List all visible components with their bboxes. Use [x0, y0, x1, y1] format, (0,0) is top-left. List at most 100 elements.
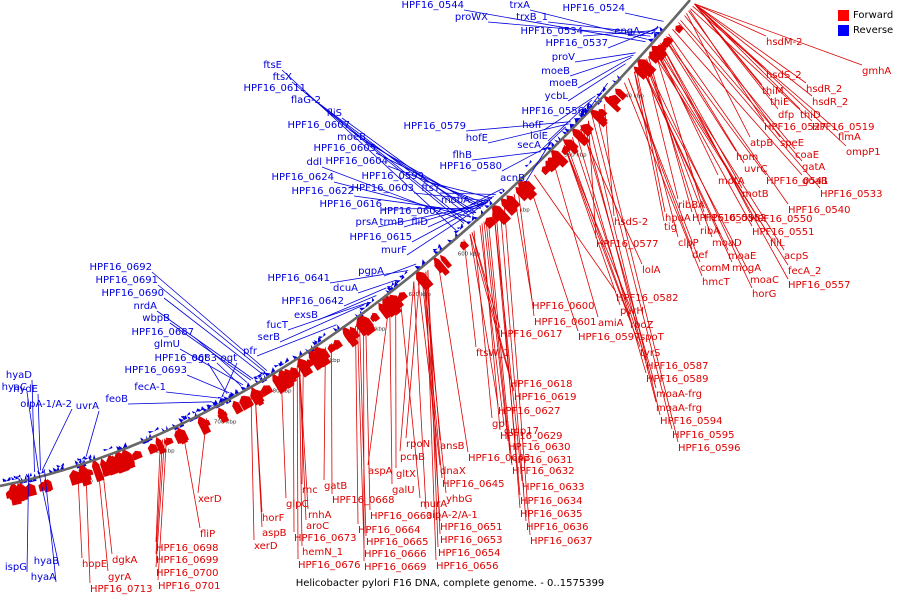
gene-label[interactable]: hsdR_2 [806, 84, 842, 95]
forward-gene-arrow[interactable] [215, 406, 230, 424]
gene-label[interactable]: serB [258, 332, 280, 343]
gene-label[interactable]: HPF16_0643 [468, 453, 530, 464]
gene-label[interactable]: HPF16_0693 [125, 365, 187, 376]
gene-label[interactable]: aspB [262, 528, 287, 539]
gene-label[interactable]: aroC [306, 521, 329, 532]
gene-label[interactable]: pyrH [620, 306, 644, 317]
gene-label[interactable]: secA [517, 140, 541, 151]
gene-label[interactable]: HPF16_0651 [440, 522, 502, 533]
gene-label[interactable]: dnaX [440, 466, 466, 477]
gene-label[interactable]: trxB_1 [516, 12, 548, 23]
gene-label[interactable]: guaB [802, 176, 828, 187]
gene-label[interactable]: hsdM-2 [766, 37, 803, 48]
forward-gene-arrow[interactable] [294, 355, 314, 378]
gene-label[interactable]: ftsW_1 [476, 348, 510, 359]
gene-label[interactable]: lolE [530, 131, 548, 142]
gene-label[interactable]: HPF16_0636 [526, 522, 588, 533]
gene-label[interactable]: ycbL [545, 91, 569, 102]
gene-label[interactable]: HPF16_0615 [350, 232, 412, 243]
forward-gene-arrow[interactable] [613, 86, 628, 101]
gene-label[interactable]: HPF16_0534 [521, 26, 583, 37]
reverse-gene-arrow[interactable] [223, 395, 232, 405]
gene-label[interactable]: HPF16_0602 [380, 206, 442, 217]
gene-label[interactable]: HPF16_0616 [320, 199, 382, 210]
gene-label[interactable]: HPF16_0632 [512, 466, 574, 477]
gene-label[interactable]: HPF16_0656 [436, 561, 498, 572]
gene-label[interactable]: coaE [795, 150, 819, 161]
gene-label[interactable]: HPF16_0690 [102, 288, 164, 299]
gene-label[interactable]: moeB [337, 132, 366, 143]
gene-label[interactable]: HPF16_0653 [440, 535, 502, 546]
forward-gene-arrow[interactable] [548, 147, 569, 168]
forward-gene-arrow[interactable] [438, 253, 453, 269]
gene-label[interactable]: feoB [105, 394, 128, 405]
gene-label[interactable]: HPF16_0611 [244, 83, 306, 94]
gene-label[interactable]: ribBA [678, 200, 705, 211]
reverse-gene-arrow[interactable] [385, 285, 395, 295]
gene-label[interactable]: HPF16_0617 [500, 329, 562, 340]
gene-label[interactable]: horF [262, 513, 285, 524]
forward-gene-arrow[interactable] [513, 185, 530, 202]
reverse-gene-arrow[interactable] [447, 232, 460, 245]
gene-label[interactable]: hsdR_2 [812, 97, 848, 108]
reverse-gene-arrow[interactable] [386, 280, 399, 292]
gene-label[interactable]: oipA-1/A-2 [20, 399, 72, 410]
gene-label[interactable]: hsdS-2 [614, 217, 648, 228]
gene-label[interactable]: HPF16_0618 [510, 379, 572, 390]
forward-gene-arrow[interactable] [339, 324, 359, 348]
gene-label[interactable]: galU [392, 485, 415, 496]
forward-gene-arrow[interactable] [288, 365, 301, 380]
gene-label[interactable]: hemN_1 [302, 547, 343, 558]
gene-label[interactable]: HPF16_0669 [364, 562, 426, 573]
gene-label[interactable]: motA [718, 176, 745, 187]
gene-label[interactable]: HPF16_0594 [660, 416, 722, 427]
forward-gene-arrow[interactable] [98, 457, 111, 478]
forward-gene-arrow[interactable] [326, 342, 338, 354]
forward-gene-arrow[interactable] [569, 125, 590, 147]
gene-label[interactable]: moaC [750, 275, 779, 286]
gene-label[interactable]: HPF16_0589 [646, 374, 708, 385]
gene-label[interactable]: moeB [549, 78, 578, 89]
gene-label[interactable]: thiE [770, 97, 789, 108]
gene-label[interactable]: exsB [294, 310, 318, 321]
gene-label[interactable]: hyaB [34, 556, 59, 567]
gene-label[interactable]: gmhA [862, 66, 891, 77]
gene-label[interactable]: thiD [800, 110, 821, 121]
gene-label[interactable]: nrdA [134, 301, 158, 312]
gene-label[interactable]: rpoZ [630, 320, 654, 331]
gene-label[interactable]: HPF16_0557 [788, 280, 850, 291]
gene-label[interactable]: hyaA [31, 572, 56, 583]
gene-label[interactable]: aspA [368, 466, 393, 477]
gene-label[interactable]: moaE [728, 251, 756, 262]
gene-label[interactable]: ogt [192, 353, 208, 364]
forward-gene-arrow[interactable] [131, 449, 143, 461]
gene-label[interactable]: rnhA [308, 510, 332, 521]
reverse-gene-arrow[interactable] [399, 270, 408, 278]
gene-label[interactable]: ribA [700, 226, 720, 237]
forward-gene-arrow[interactable] [114, 454, 126, 469]
gene-label[interactable]: HPF16_0642 [282, 296, 344, 307]
gene-label[interactable]: HPF16_0637 [530, 536, 592, 547]
forward-gene-arrow[interactable] [483, 215, 498, 230]
gene-label[interactable]: HPF16_0701 [158, 581, 220, 592]
gene-label[interactable]: spoT [640, 332, 665, 343]
reverse-gene-arrow[interactable] [11, 475, 18, 481]
reverse-gene-arrow[interactable] [414, 259, 426, 270]
gene-label[interactable]: rnc [302, 485, 318, 496]
forward-gene-arrow[interactable] [248, 386, 265, 406]
gene-label[interactable]: tyrS [640, 348, 660, 359]
gene-label[interactable]: HPF16_0713 [90, 584, 152, 595]
reverse-gene-arrow[interactable] [206, 399, 218, 409]
gene-label[interactable]: pgpA [358, 266, 384, 277]
forward-gene-arrow[interactable] [543, 158, 557, 173]
reverse-gene-arrow[interactable] [264, 367, 276, 377]
reverse-gene-arrow[interactable] [313, 337, 321, 344]
gene-label[interactable]: tig [664, 222, 677, 233]
gene-label[interactable]: HPF16_0665 [366, 537, 428, 548]
gene-label[interactable]: murA [420, 499, 447, 510]
reverse-gene-arrow[interactable] [13, 474, 21, 479]
gene-label[interactable]: HPF16_0654 [438, 548, 500, 559]
reverse-gene-arrow[interactable] [453, 224, 464, 234]
gene-label[interactable]: wbpB [142, 313, 170, 324]
reverse-gene-arrow[interactable] [580, 103, 591, 114]
